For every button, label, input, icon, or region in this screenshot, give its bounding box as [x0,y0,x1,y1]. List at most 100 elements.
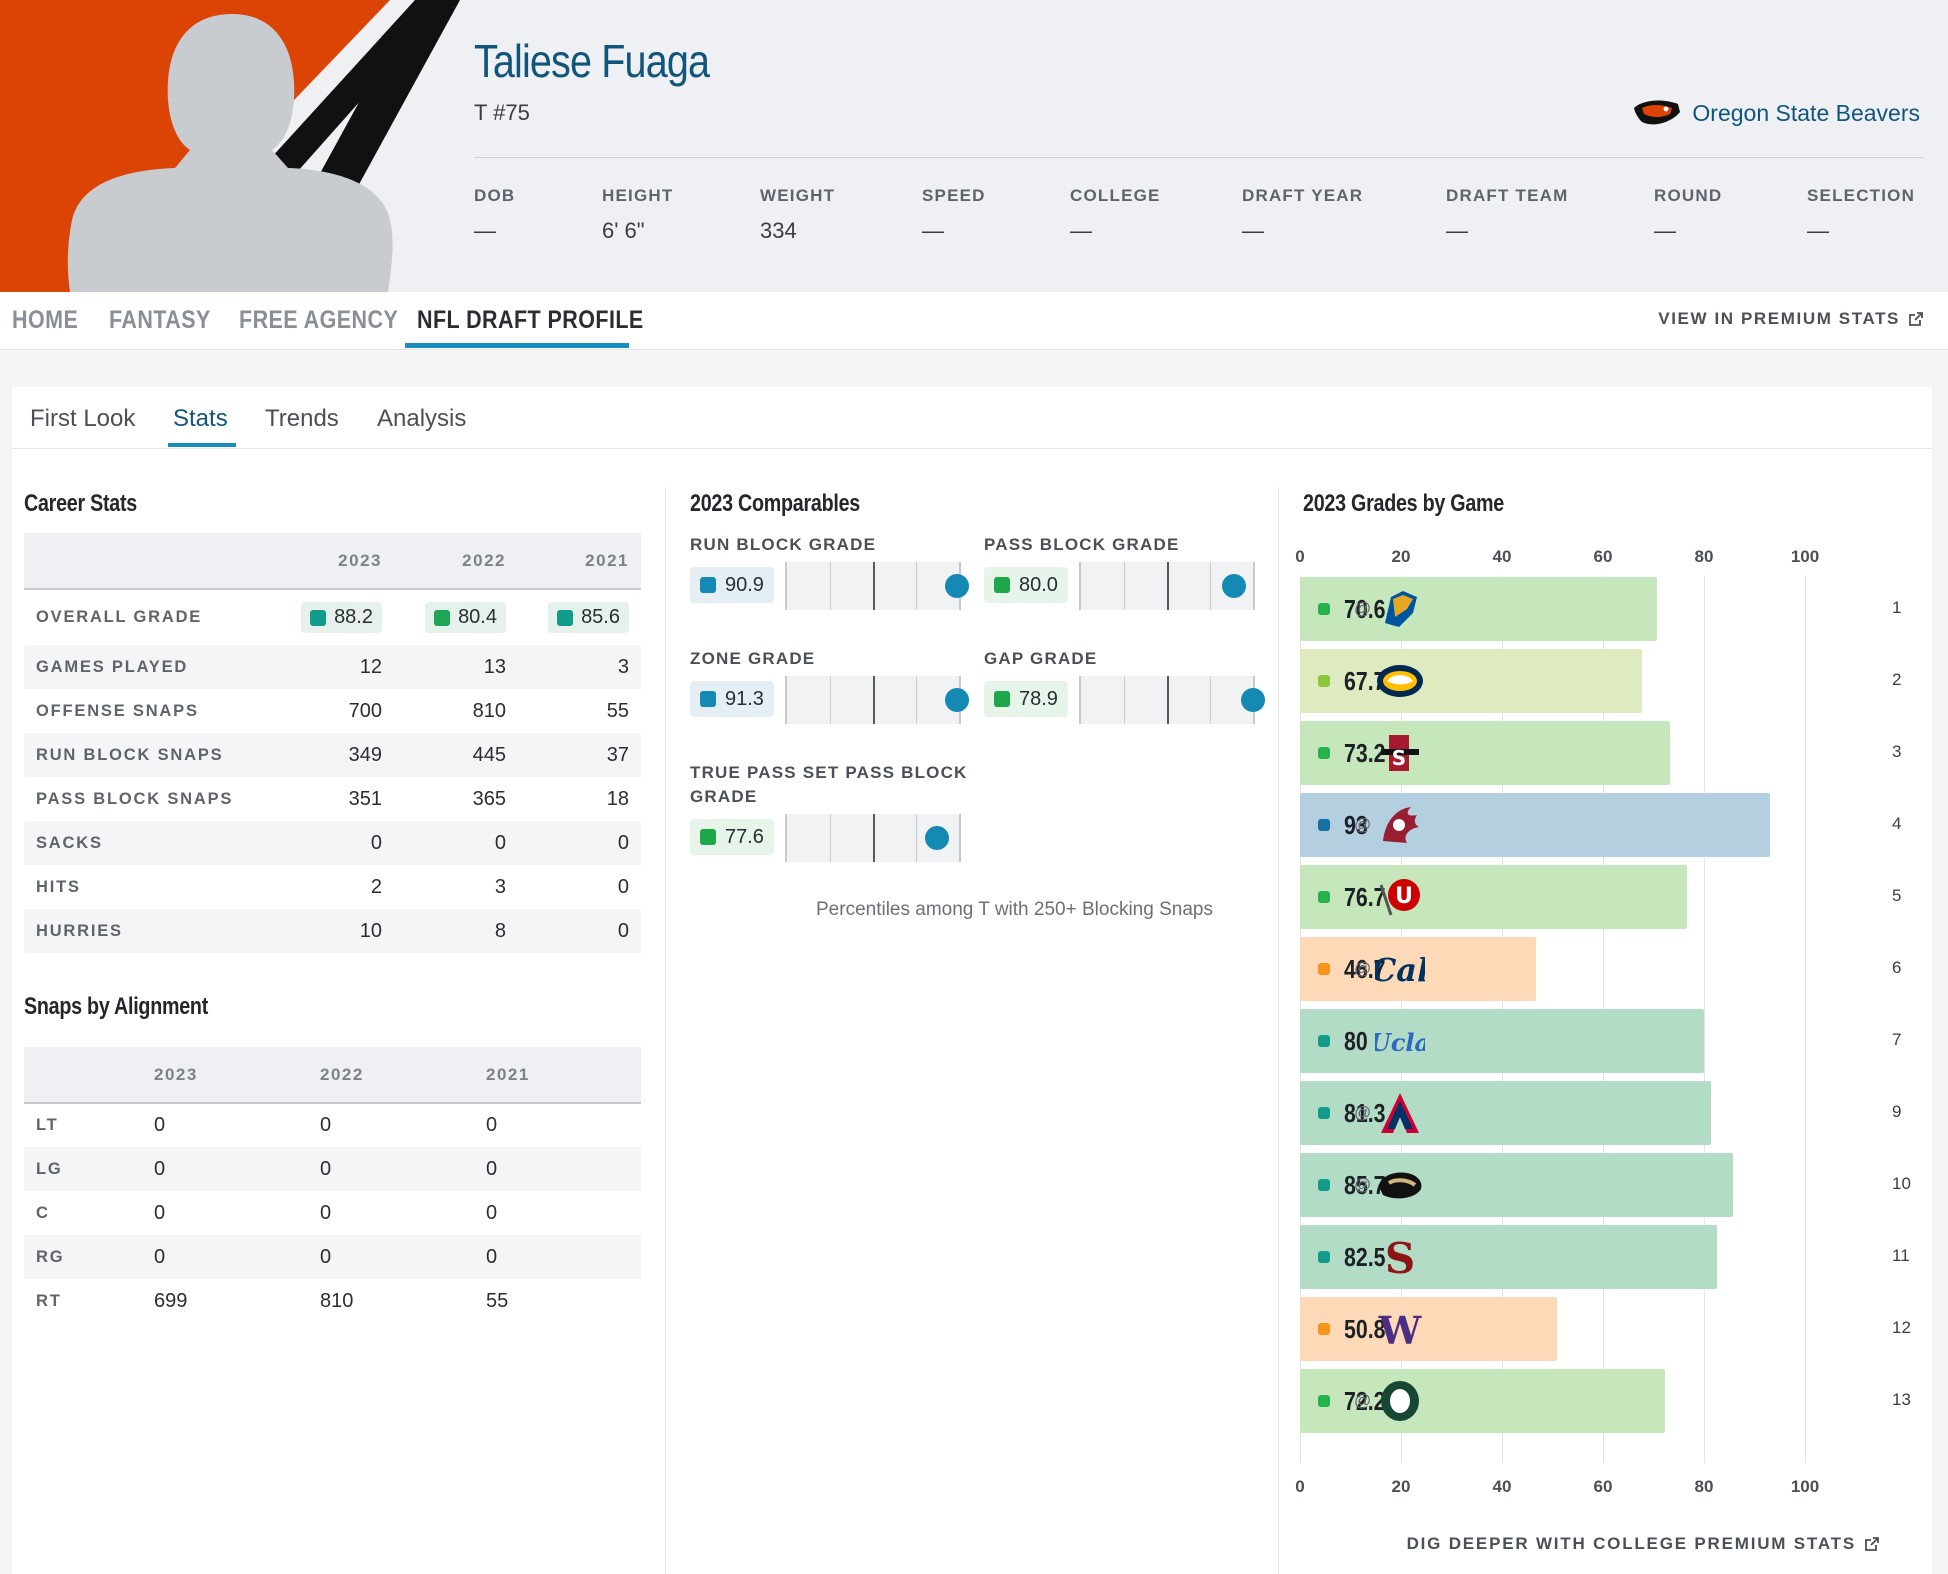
grade-bar: 82.5 [1300,1225,1717,1289]
percentile-track [785,562,970,610]
comparable-grade-chip: 77.6 [690,819,774,855]
grade-color-icon [1318,1035,1330,1047]
grade-bar: 70.6 [1300,577,1657,641]
grade-color-icon [1318,747,1330,759]
table-header: 2023 [154,1047,320,1104]
opponent-logo-icon: S [1374,728,1426,778]
game-number-label: 4 [1892,814,1902,833]
comparable-grade-chip: 78.9 [984,681,1068,717]
table-row: OVERALL GRADE 88.2 80.4 85.6 [24,589,641,645]
nav-home[interactable]: HOME [12,306,79,334]
table-header [24,533,268,590]
table-header: 2023 [268,533,394,590]
player-header: Taliese Fuaga T #75 Oregon State Beavers… [0,0,1948,292]
game-number-label: 11 [1892,1246,1910,1265]
view-premium-stats-link[interactable]: VIEW IN PREMIUM STATS [1658,309,1924,329]
grade-badge: 88.2 [301,602,382,633]
grade-value-label: 72.2 [1344,1385,1386,1416]
team-link[interactable]: Oregon State Beavers [1632,98,1920,128]
snaps-by-alignment-title: Snaps by Alignment [24,993,209,1020]
college-premium-stats-link[interactable]: DIG DEEPER WITH COLLEGE PREMIUM STATS [1407,1534,1880,1554]
table-row: RT 699 810 55 [36,1289,509,1312]
percentile-marker [924,826,949,850]
away-game-marker: @ [1354,599,1372,618]
nav-free-agency[interactable]: FREE AGENCY [239,306,399,334]
grade-bar: 81.3 [1300,1081,1711,1145]
grade-badge: 80.4 [425,602,506,633]
percentile-gridline [1124,562,1125,610]
x-tick-label: 0 [1295,547,1305,566]
grade-value-label: 80 [1344,1025,1368,1056]
opponent-logo-icon [1374,1088,1426,1138]
external-link-icon [1865,1537,1879,1551]
tab-trends[interactable]: Trends [265,405,339,432]
grade-color-icon [994,577,1010,593]
percentile-gridline [830,676,831,724]
main-nav: HOME FANTASY FREE AGENCY NFL DRAFT PROFI… [0,292,1948,350]
game-number-label: 3 [1892,742,1902,761]
grade-color-icon [700,691,716,707]
percentile-marker [945,688,970,712]
x-tick-label: 20 [1391,547,1411,566]
comparable-label: PASS BLOCK GRADE [984,535,1180,554]
comparable-label: GAP GRADE [984,649,1098,668]
x-tick-label: 0 [1295,1477,1305,1496]
bio-weight: WEIGHT 334 [760,186,836,243]
opponent-logo-icon [1374,656,1426,706]
game-number-label: 2 [1892,670,1902,689]
comparable-label: RUN BLOCK GRADE [690,535,877,554]
grade-color-icon [1318,819,1330,831]
x-tick-label: 80 [1694,1477,1714,1496]
opponent-logo-icon: S [1374,1232,1426,1282]
percentile-gridline [1124,676,1125,724]
percentile-gridline [916,814,917,862]
nav-active-indicator [405,343,629,348]
grade-color-icon [700,577,716,593]
nav-nfl-draft-profile[interactable]: NFL DRAFT PROFILE [417,306,644,334]
table-header: 2021 [486,1047,641,1104]
grade-bar: 85.7 [1300,1153,1733,1217]
x-tick-label: 100 [1790,1477,1820,1496]
grade-bar: 73.2 [1300,721,1670,785]
bio-draft-team: DRAFT TEAM — [1446,186,1569,243]
svg-text:Ucla: Ucla [1375,1028,1425,1057]
game-number-label: 9 [1892,1102,1902,1121]
grade-color-icon [1318,603,1330,615]
comparable-label: TRUE PASS SET PASS BLOCK GRADE [690,763,968,806]
subtab-active-indicator [168,443,236,447]
bio-speed: SPEED — [922,186,986,243]
comparable-grade-chip: 80.0 [984,567,1068,603]
x-tick-label: 20 [1391,1477,1411,1496]
comparables-title: 2023 Comparables [690,490,860,517]
opponent-logo-icon: U [1374,872,1426,922]
table-header [24,1047,154,1104]
svg-text:Cal: Cal [1375,951,1425,989]
svg-text:W: W [1378,1309,1423,1349]
svg-text:S: S [1392,746,1406,770]
grade-color-icon [700,829,716,845]
opponent-logo-icon [1374,800,1426,850]
beaver-logo-icon [1634,100,1681,125]
tab-analysis[interactable]: Analysis [377,405,467,432]
away-game-marker: @ [1354,1391,1372,1410]
comparable-label: ZONE GRADE [690,649,816,668]
percentile-gridline [916,562,917,610]
nav-fantasy[interactable]: FANTASY [109,306,211,334]
percentile-gridline [873,676,875,724]
opponent-logo-icon [1374,1160,1426,1210]
game-number-label: 7 [1892,1030,1902,1049]
game-number-label: 1 [1892,598,1902,617]
game-number-label: 5 [1892,886,1902,905]
grade-value-label: 73.2 [1344,737,1386,768]
grade-color-icon [557,609,574,626]
tab-first-look[interactable]: First Look [30,405,136,432]
stats-card: First Look Stats Trends Analysis Career … [12,387,1932,1574]
bio-selection: SELECTION — [1807,186,1916,243]
table-row: LG 0 0 0 [24,1147,641,1191]
tab-stats[interactable]: Stats [173,405,228,432]
x-tick-label: 60 [1593,547,1613,566]
away-game-marker: @ [1354,1175,1372,1194]
grade-badge: 85.6 [548,602,629,633]
grade-color-icon [1318,1395,1330,1407]
